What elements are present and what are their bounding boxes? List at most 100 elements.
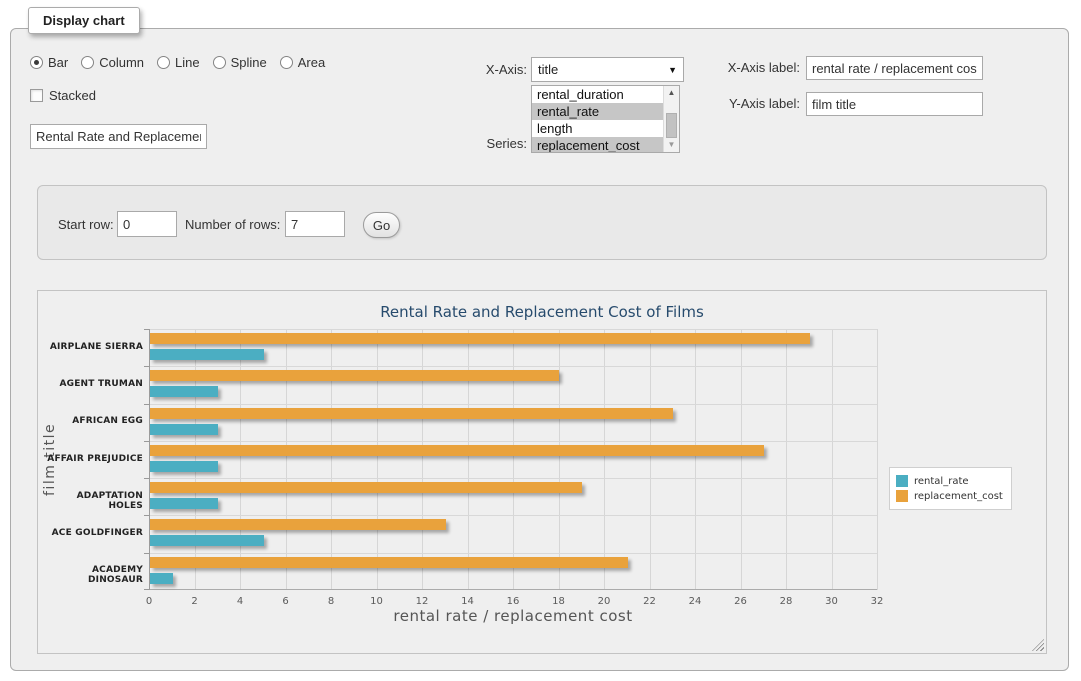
chart-type-radio-line[interactable]: Line <box>157 55 200 70</box>
stacked-label: Stacked <box>49 88 96 103</box>
stacked-checkbox-row[interactable]: Stacked <box>30 88 96 103</box>
chart-title: Rental Rate and Replacement Cost of Film… <box>380 303 704 321</box>
chevron-down-icon: ▼ <box>668 64 677 75</box>
scrollbar-thumb[interactable] <box>666 113 677 138</box>
go-button[interactable]: Go <box>363 212 400 238</box>
chart-type-radio-group: Bar Column Line Spline Area <box>30 55 325 70</box>
radio-label: Area <box>297 55 326 70</box>
chart-legend: rental_rate replacement_cost <box>889 467 1012 510</box>
category-label: AFRICAN EGG <box>72 416 143 427</box>
row-range-panel <box>37 185 1047 260</box>
start-row-input[interactable] <box>117 211 177 237</box>
x-axis-label-input[interactable] <box>806 56 983 80</box>
stacked-checkbox[interactable] <box>30 89 43 102</box>
axis-tick <box>144 589 149 590</box>
axis-tick <box>144 403 149 405</box>
legend-swatch <box>896 490 908 502</box>
gridline <box>558 329 560 590</box>
radio-icon[interactable] <box>212 56 226 69</box>
bar-rental_rate <box>150 349 264 360</box>
bar-rental_rate <box>150 572 173 584</box>
x-tick-label: 32 <box>870 596 884 607</box>
bar-replacement_cost <box>150 519 446 531</box>
number-of-rows-label: Number of rows: <box>185 217 281 232</box>
x-axis-select[interactable]: title ▼ <box>531 57 684 82</box>
y-axis-label-input[interactable] <box>806 92 983 116</box>
axis-tick <box>144 440 149 442</box>
radio-icon[interactable] <box>157 56 171 69</box>
axis-tick <box>144 552 149 554</box>
start-row-label: Start row: <box>58 217 114 232</box>
x-tick-label: 0 <box>145 596 153 607</box>
radio-label: Line <box>175 55 200 70</box>
plot-area <box>144 329 878 590</box>
series-option-replacement_cost[interactable]: replacement_cost <box>532 137 663 152</box>
gridline <box>422 329 423 590</box>
legend-item-replacement_cost[interactable]: replacement_cost <box>896 490 1003 502</box>
axis-tick <box>144 366 149 368</box>
x-tick-label: 8 <box>327 596 335 607</box>
gridline <box>786 329 787 590</box>
bar-replacement_cost <box>150 333 810 344</box>
row-separator <box>149 366 877 368</box>
radio-icon[interactable] <box>81 56 95 69</box>
radio-icon[interactable] <box>279 56 293 69</box>
x-tick-label: 26 <box>734 596 747 607</box>
series-option-rental_duration[interactable]: rental_duration <box>537 87 624 102</box>
x-tick-label: 12 <box>415 596 429 607</box>
chart-x-axis-title: rental rate / replacement cost <box>393 607 633 625</box>
gridline <box>331 329 332 590</box>
axis-tick <box>144 515 149 517</box>
bar-replacement_cost <box>150 444 765 456</box>
x-tick-label: 14 <box>461 596 474 607</box>
axis-tick <box>144 329 149 330</box>
x-tick-label: 2 <box>191 596 198 607</box>
x-tick-label: 30 <box>825 596 838 607</box>
scroll-down-icon[interactable]: ▼ <box>667 140 676 149</box>
y-axis-label-label: Y-Axis label: <box>728 96 800 111</box>
gridline <box>740 329 742 590</box>
bar-replacement_cost <box>150 407 674 419</box>
category-label: AFFAIR PREJUDICE <box>47 453 143 464</box>
x-axis-select-label: X-Axis: <box>485 62 527 77</box>
row-separator <box>149 440 877 442</box>
gridline <box>285 329 287 590</box>
x-axis-line <box>149 589 877 590</box>
legend-label: rental_rate <box>914 475 969 487</box>
legend-label: replacement_cost <box>914 490 1003 502</box>
series-multiselect[interactable]: rental_duration rental_rate length replacem… <box>531 85 680 153</box>
x-tick-label: 18 <box>552 596 565 607</box>
series-option-length[interactable]: length <box>537 121 573 136</box>
radio-label: Column <box>99 55 145 70</box>
x-tick-label: 10 <box>370 596 383 607</box>
legend-item-rental_rate[interactable]: rental_rate <box>896 475 1003 487</box>
bar-replacement_cost <box>150 370 560 382</box>
bar-rental_rate <box>150 386 219 398</box>
chart-type-radio-bar[interactable]: Bar <box>30 55 68 70</box>
category-label: AIRPLANE SIERRA <box>49 341 143 352</box>
scroll-up-icon[interactable]: ▲ <box>667 88 676 97</box>
row-separator <box>149 403 877 405</box>
resize-handle-icon[interactable] <box>1032 639 1044 651</box>
chart-type-radio-spline[interactable]: Spline <box>212 55 267 70</box>
x-tick-label: 22 <box>643 596 656 607</box>
y-axis-line <box>149 329 150 590</box>
category-label: AGENT TRUMAN <box>59 378 143 389</box>
number-of-rows-input[interactable] <box>285 211 345 237</box>
gridline <box>831 329 833 590</box>
chart-panel: Rental Rate and Replacement Cost of Film… <box>37 290 1047 654</box>
gridline <box>240 329 241 590</box>
gridline <box>194 329 196 590</box>
legend-swatch <box>896 475 908 487</box>
row-separator <box>149 329 877 330</box>
axis-tick <box>144 478 149 480</box>
chart-type-radio-area[interactable]: Area <box>279 55 326 70</box>
series-scrollbar[interactable]: ▲ ▼ <box>663 86 679 152</box>
series-option-rental_rate[interactable]: rental_rate <box>532 103 663 120</box>
radio-icon[interactable] <box>30 56 43 69</box>
series-select-label: Series: <box>486 136 527 151</box>
chart-type-radio-column[interactable]: Column <box>81 55 144 70</box>
x-tick-label: 4 <box>236 596 244 607</box>
chart-title-input[interactable] <box>30 124 207 149</box>
